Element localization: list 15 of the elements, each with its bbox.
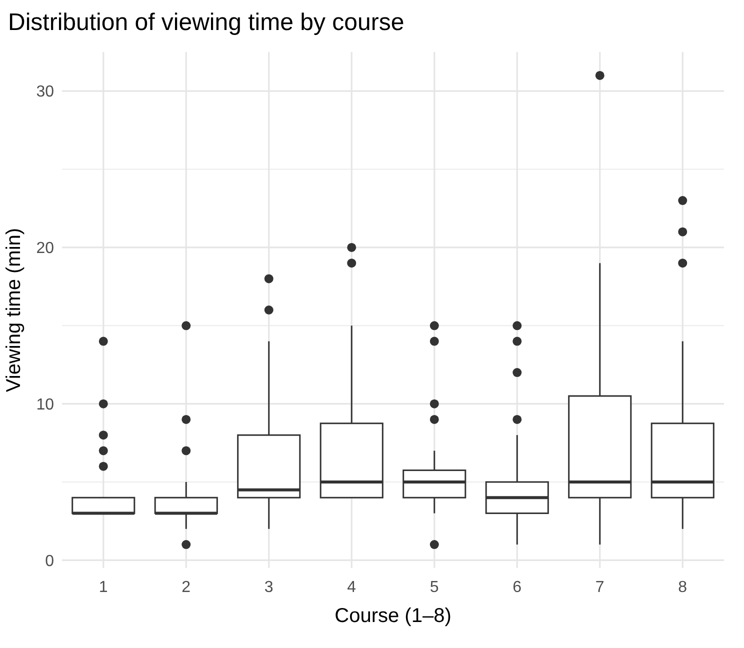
x-tick-label: 4 (347, 579, 356, 596)
x-tick-label: 3 (264, 579, 274, 596)
y-axis-title: Viewing time (min) (3, 228, 25, 392)
chart-title: Distribution of viewing time by course (8, 9, 404, 36)
x-tick-label: 2 (182, 579, 191, 596)
x-tick-label: 5 (430, 579, 439, 596)
y-tick-label: 10 (36, 396, 54, 414)
y-tick-label: 20 (36, 240, 54, 258)
y-tick-label: 30 (36, 84, 54, 101)
y-tick-label: 0 (45, 552, 54, 570)
x-tick-label: 1 (98, 579, 108, 596)
x-tick-label: 8 (678, 579, 688, 596)
x-tick-label: 6 (512, 579, 522, 596)
x-tick-label: 7 (595, 579, 604, 596)
x-axis-title: Course (1–8) (334, 605, 452, 627)
